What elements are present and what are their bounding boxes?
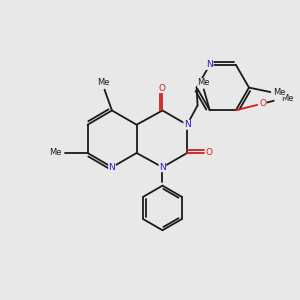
Text: N: N (184, 120, 190, 129)
Text: O: O (159, 84, 166, 93)
Text: N: N (109, 163, 115, 172)
Text: N: N (159, 163, 166, 172)
Text: Me: Me (50, 148, 62, 158)
Text: Me: Me (97, 78, 109, 87)
Text: O: O (205, 148, 212, 158)
Text: Me: Me (281, 94, 294, 103)
Text: O: O (259, 99, 266, 108)
Text: N: N (206, 60, 213, 69)
Text: Me: Me (273, 88, 286, 97)
Text: Me: Me (197, 78, 210, 87)
